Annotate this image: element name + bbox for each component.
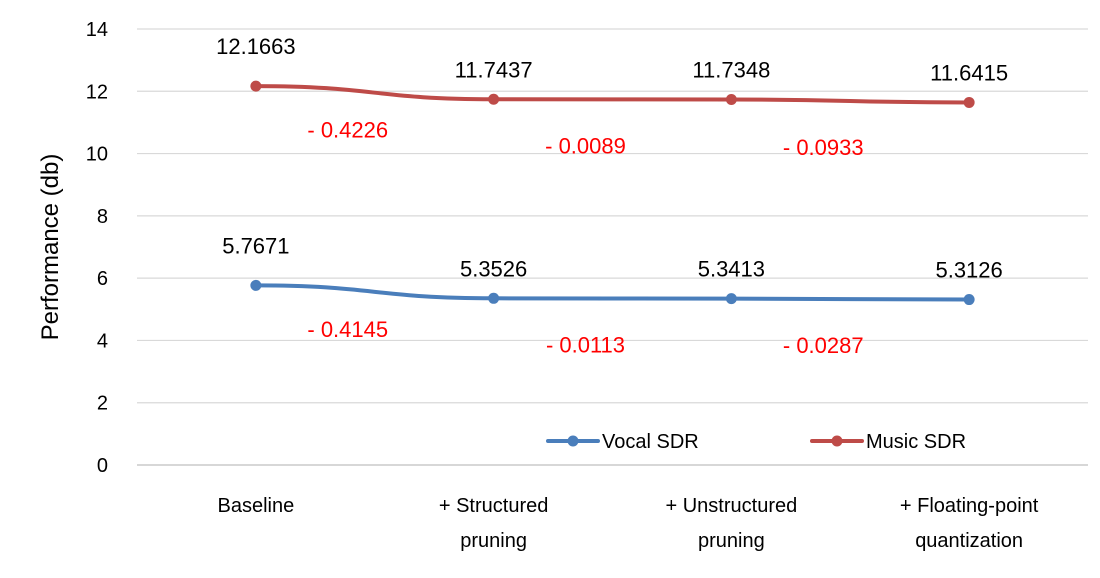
y-tick-label: 4 [97, 330, 108, 352]
data-label: 5.3126 [935, 258, 1002, 283]
data-point [963, 294, 975, 306]
y-tick-label: 10 [86, 144, 108, 166]
legend-marker [567, 435, 579, 447]
data-point [488, 292, 500, 304]
legend-label: Music SDR [866, 431, 966, 453]
legend-marker [831, 435, 843, 447]
x-tick-label: + Structured [439, 495, 549, 517]
data-point [725, 94, 737, 106]
data-point [725, 293, 737, 305]
x-tick-label: pruning [698, 530, 765, 552]
delta-label: - 0.0113 [546, 332, 625, 357]
delta-label: - 0.0287 [783, 333, 864, 358]
delta-label: - 0.0089 [545, 133, 626, 158]
data-label: 12.1663 [216, 34, 296, 59]
data-point [250, 279, 262, 291]
y-tick-label: 14 [86, 19, 108, 41]
data-label: 5.7671 [222, 233, 289, 258]
x-tick-label: pruning [460, 530, 527, 552]
x-tick-label: quantization [915, 530, 1023, 552]
data-label: 11.6415 [930, 60, 1008, 85]
data-label: 5.3413 [698, 257, 765, 282]
delta-label: - 0.4145 [307, 317, 388, 342]
x-tick-label: + Unstructured [666, 495, 798, 517]
data-label: 5.3526 [460, 256, 527, 281]
x-tick-label: Baseline [218, 495, 295, 517]
data-label: 11.7348 [692, 58, 770, 83]
data-point [250, 80, 262, 92]
y-axis-label: Performance (db) [37, 154, 64, 341]
y-tick-label: 2 [97, 393, 108, 415]
delta-label: - 0.0933 [783, 135, 864, 160]
data-label: 11.7437 [455, 57, 533, 82]
series-line [253, 84, 972, 105]
y-tick-label: 0 [97, 455, 108, 477]
x-tick-label: + Floating-point [900, 495, 1039, 517]
y-tick-label: 6 [97, 268, 108, 290]
legend-label: Vocal SDR [602, 431, 699, 453]
delta-label: - 0.4226 [307, 118, 388, 143]
data-point [963, 96, 975, 108]
data-point [488, 93, 500, 105]
series-line [253, 283, 972, 302]
y-tick-label: 12 [86, 81, 108, 103]
y-tick-label: 8 [97, 206, 108, 228]
